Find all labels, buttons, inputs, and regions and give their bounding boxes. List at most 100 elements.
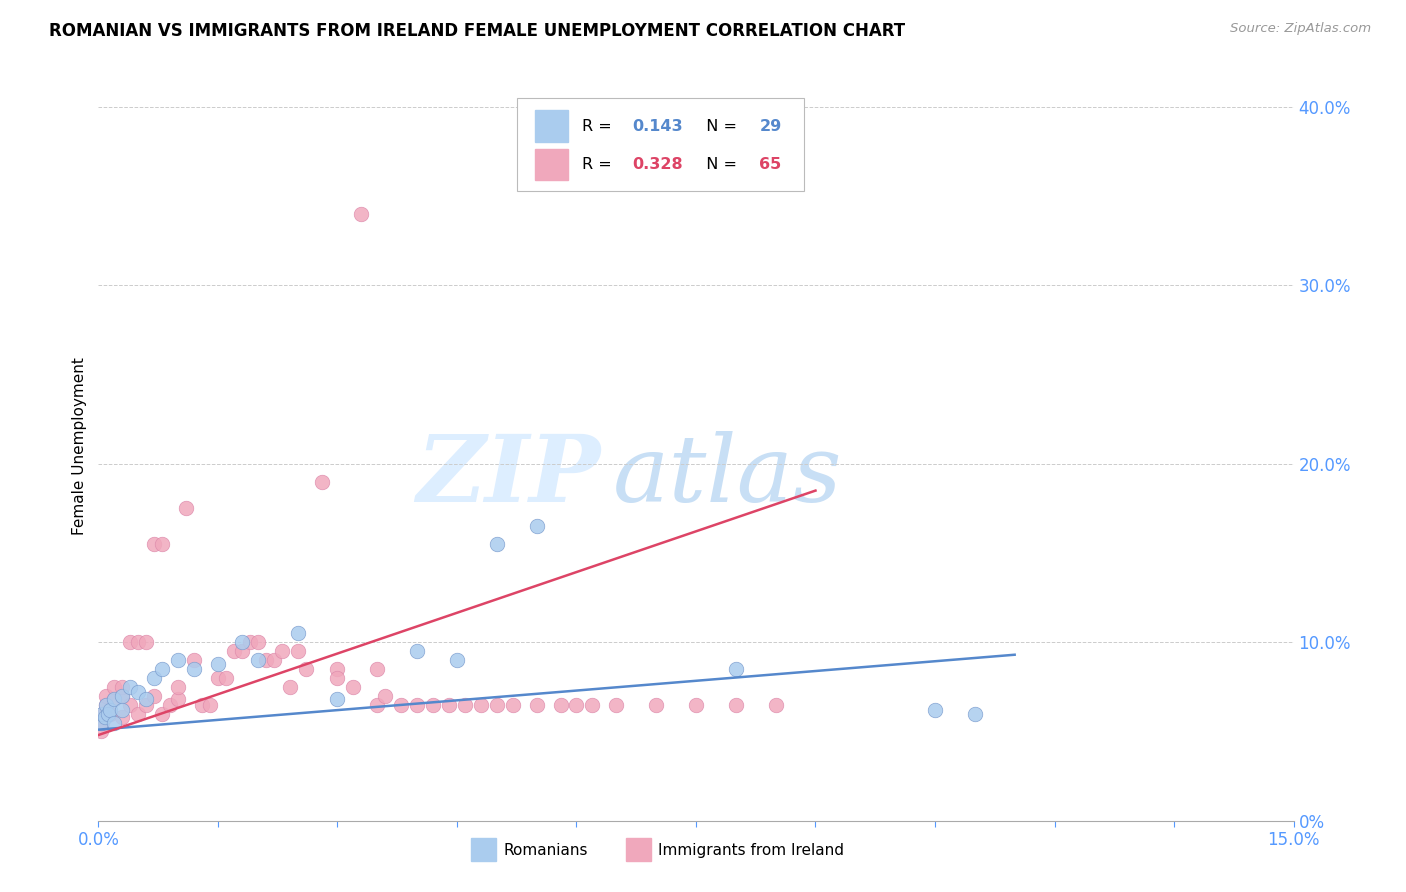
Text: 0.143: 0.143	[633, 119, 683, 134]
Point	[174, 501, 197, 516]
Point	[135, 698, 157, 712]
Point	[127, 685, 149, 699]
Point	[422, 698, 444, 712]
Text: atlas: atlas	[613, 431, 842, 521]
Point	[127, 706, 149, 721]
Text: 29: 29	[759, 119, 782, 134]
Text: Immigrants from Ireland: Immigrants from Ireland	[658, 843, 844, 857]
Point	[374, 689, 396, 703]
Point	[366, 662, 388, 676]
Point	[963, 706, 986, 721]
Point	[502, 698, 524, 712]
Point	[406, 644, 429, 658]
Point	[645, 698, 668, 712]
Point	[167, 680, 190, 694]
Point	[326, 692, 349, 706]
Point	[724, 662, 747, 676]
Point	[96, 698, 118, 712]
Point	[550, 698, 572, 712]
Text: ROMANIAN VS IMMIGRANTS FROM IRELAND FEMALE UNEMPLOYMENT CORRELATION CHART: ROMANIAN VS IMMIGRANTS FROM IRELAND FEMA…	[49, 22, 905, 40]
Point	[294, 662, 316, 676]
Point	[143, 689, 166, 703]
Point	[207, 671, 229, 685]
Point	[98, 703, 122, 717]
Point	[103, 715, 125, 730]
Point	[191, 698, 214, 712]
Point	[135, 635, 157, 649]
Point	[103, 692, 125, 706]
Point	[96, 689, 118, 703]
Point	[685, 698, 707, 712]
Point	[222, 644, 245, 658]
Point	[143, 671, 166, 685]
Point	[150, 706, 173, 721]
Point	[437, 698, 460, 712]
Text: R =: R =	[582, 157, 617, 172]
Point	[485, 537, 508, 551]
Point	[470, 698, 492, 712]
Point	[924, 703, 946, 717]
Point	[724, 698, 747, 712]
Point	[97, 706, 120, 721]
Text: 0.328: 0.328	[633, 157, 683, 172]
Text: ZIP: ZIP	[416, 431, 600, 521]
Point	[167, 653, 190, 667]
Point	[215, 671, 238, 685]
Point	[446, 653, 468, 667]
Point	[287, 644, 309, 658]
Point	[239, 635, 262, 649]
Point	[103, 692, 125, 706]
Point	[103, 680, 125, 694]
Text: Source: ZipAtlas.com: Source: ZipAtlas.com	[1230, 22, 1371, 36]
Point	[246, 653, 269, 667]
Point	[326, 671, 349, 685]
Point	[183, 662, 205, 676]
Point	[150, 537, 173, 551]
Point	[159, 698, 181, 712]
Bar	[534, 149, 568, 180]
Point	[91, 706, 114, 721]
Point	[111, 710, 134, 724]
Point	[454, 698, 477, 712]
Point	[406, 698, 429, 712]
Point	[96, 698, 118, 712]
Point	[246, 635, 269, 649]
Point	[605, 698, 627, 712]
Point	[143, 537, 166, 551]
Point	[231, 644, 253, 658]
Point	[150, 662, 173, 676]
Point	[765, 698, 787, 712]
Y-axis label: Female Unemployment: Female Unemployment	[72, 357, 87, 535]
Point	[287, 626, 309, 640]
Text: Romanians: Romanians	[503, 843, 588, 857]
Point	[90, 724, 112, 739]
Point	[111, 689, 134, 703]
Text: 65: 65	[759, 157, 782, 172]
Point	[526, 519, 548, 533]
FancyBboxPatch shape	[517, 97, 804, 191]
Point	[366, 698, 388, 712]
Point	[311, 475, 333, 489]
Point	[120, 635, 142, 649]
Point	[326, 662, 349, 676]
Point	[231, 635, 253, 649]
Point	[485, 698, 508, 712]
Point	[183, 653, 205, 667]
Point	[263, 653, 285, 667]
Point	[565, 698, 588, 712]
Point	[278, 680, 301, 694]
Point	[120, 680, 142, 694]
Point	[111, 680, 134, 694]
Point	[111, 689, 134, 703]
Point	[120, 698, 142, 712]
Text: N =: N =	[696, 119, 742, 134]
Point	[526, 698, 548, 712]
Text: N =: N =	[696, 157, 742, 172]
Point	[91, 715, 114, 730]
Point	[581, 698, 603, 712]
Point	[93, 706, 115, 721]
Point	[167, 692, 190, 706]
Text: R =: R =	[582, 119, 617, 134]
Bar	[534, 111, 568, 142]
Point	[90, 715, 112, 730]
